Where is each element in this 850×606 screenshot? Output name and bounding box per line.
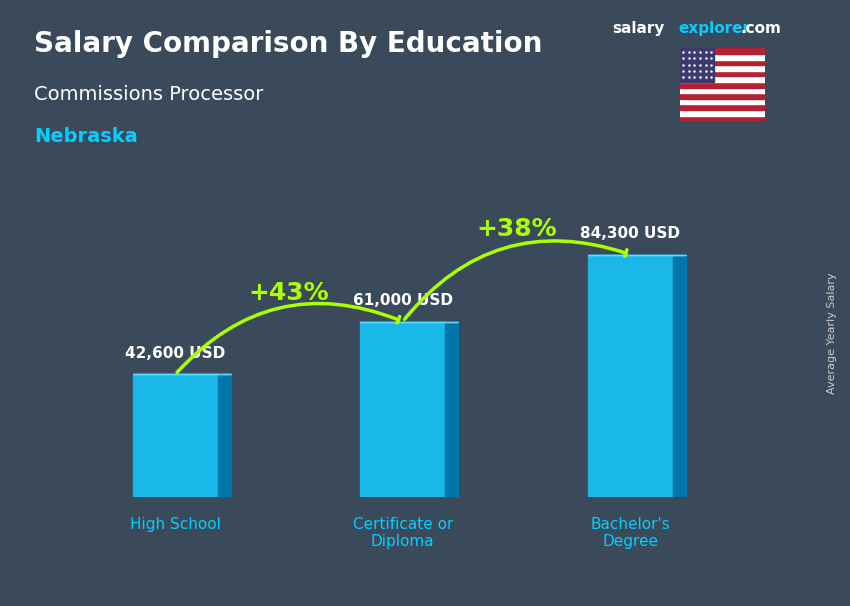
Bar: [680, 48, 765, 54]
Polygon shape: [218, 375, 230, 497]
Bar: [680, 71, 765, 76]
Text: Commissions Processor: Commissions Processor: [34, 85, 264, 104]
Polygon shape: [445, 322, 458, 497]
Bar: [587, 255, 673, 497]
Text: salary: salary: [612, 21, 665, 36]
Bar: [680, 93, 765, 99]
Text: +38%: +38%: [476, 217, 557, 241]
Bar: [680, 48, 714, 82]
Bar: [680, 65, 765, 71]
Text: Nebraska: Nebraska: [34, 127, 138, 146]
Polygon shape: [673, 255, 686, 497]
Bar: [680, 88, 765, 93]
Text: 61,000 USD: 61,000 USD: [353, 293, 453, 308]
Bar: [680, 99, 765, 104]
Text: Certificate or
Diploma: Certificate or Diploma: [353, 516, 453, 549]
Text: Average Yearly Salary: Average Yearly Salary: [827, 273, 837, 394]
Bar: [133, 375, 218, 497]
Bar: [680, 110, 765, 116]
Bar: [360, 322, 445, 497]
Bar: [680, 76, 765, 82]
Text: High School: High School: [130, 516, 221, 531]
Bar: [680, 104, 765, 110]
Bar: [680, 59, 765, 65]
Text: Bachelor's
Degree: Bachelor's Degree: [591, 516, 670, 549]
Text: 42,600 USD: 42,600 USD: [125, 347, 225, 361]
Bar: [680, 116, 765, 121]
Text: .com: .com: [740, 21, 781, 36]
Text: +43%: +43%: [249, 281, 329, 305]
Text: explorer: explorer: [678, 21, 751, 36]
Bar: [680, 82, 765, 88]
Text: Salary Comparison By Education: Salary Comparison By Education: [34, 30, 542, 58]
Bar: [680, 54, 765, 59]
Text: 84,300 USD: 84,300 USD: [581, 227, 680, 241]
